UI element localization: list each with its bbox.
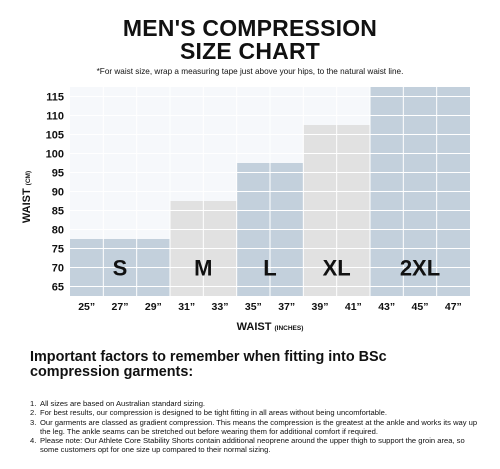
y-tick-label: 70 <box>52 263 64 275</box>
x-tick-label: 37” <box>278 301 295 313</box>
fitting-note-2: 2. For best results, our compression is d… <box>30 408 387 418</box>
y-tick-label: 65 <box>52 282 64 294</box>
size-label-m: M <box>194 256 212 281</box>
fitting-note-3: 3. Our garments are classed as gradient c… <box>30 417 478 436</box>
fitting-note-4: 4. Please note: Our Athlete Core Stabilit… <box>30 436 465 455</box>
y-tick-label: 115 <box>46 92 64 104</box>
x-tick-label: 43” <box>378 301 395 313</box>
x-tick-label: 27” <box>112 301 129 313</box>
x-tick-label: 25” <box>78 301 95 313</box>
x-tick-label: 29” <box>145 301 162 313</box>
y-tick-label: 75 <box>52 244 64 256</box>
x-tick-label: 33” <box>212 301 229 313</box>
y-tick-label: 110 <box>46 111 64 123</box>
x-axis-label: WAIST (INCHES) <box>237 321 304 333</box>
fitting-note-1: 1. All sizes are based on Australian stan… <box>30 399 206 408</box>
size-label-l: L <box>263 256 276 281</box>
chart-subtitle: *For waist size, wrap a measuring tape j… <box>96 67 404 76</box>
size-label-xl: XL <box>323 256 351 281</box>
x-tick-label: 35” <box>245 301 262 313</box>
y-axis-label: WAIST(CM) <box>21 171 33 223</box>
chart-title-line-2: SIZE CHART <box>180 38 320 64</box>
y-tick-label: 95 <box>52 168 64 180</box>
x-tick-label: 41” <box>345 301 362 313</box>
x-tick-label: 47” <box>445 301 462 313</box>
x-tick-label: 31” <box>178 301 195 313</box>
size-chart: S M L XL 2XL 65 70 75 80 85 90 95 100 105 110 115 25” 2… <box>21 87 470 333</box>
fitting-notes-list: 1. All sizes are based on Australian stan… <box>30 399 485 455</box>
y-tick-label: 80 <box>52 225 64 237</box>
y-tick-label: 100 <box>46 149 64 161</box>
chart-title-line-1: MEN'S COMPRESSION <box>122 15 378 41</box>
y-tick-label: 105 <box>46 130 64 142</box>
x-tick-label: 39” <box>312 301 329 313</box>
size-label-s: S <box>113 256 128 281</box>
y-tick-label: 90 <box>52 187 64 199</box>
y-tick-label: 85 <box>52 206 64 218</box>
x-tick-label: 45” <box>412 301 429 313</box>
size-label-2xl: 2XL <box>400 256 440 281</box>
fitting-factors-heading: Important factors to remember when fitti… <box>30 349 387 380</box>
